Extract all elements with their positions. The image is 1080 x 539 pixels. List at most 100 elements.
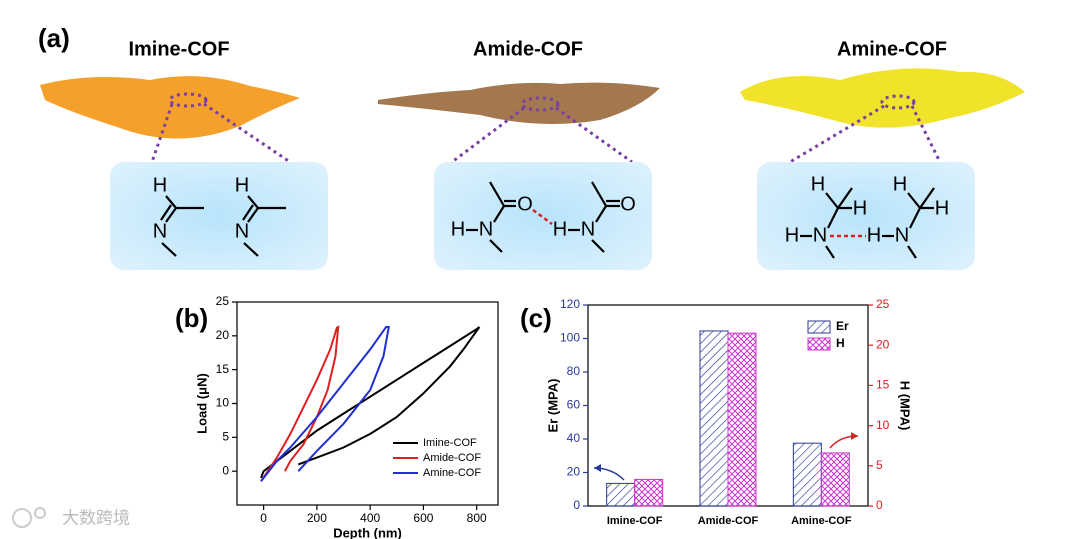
bond — [161, 242, 177, 257]
axis-arrow-head — [851, 432, 858, 440]
series-line — [260, 326, 481, 479]
bond — [160, 204, 172, 221]
bond — [591, 239, 605, 253]
bond — [247, 195, 259, 209]
bond — [825, 245, 835, 259]
bond — [247, 207, 259, 223]
y-axis-label: Load (μN) — [194, 373, 209, 434]
series-line — [260, 325, 340, 482]
atom-label: H — [867, 224, 881, 246]
atom-label: H — [811, 173, 825, 195]
panel-label: (a) — [38, 23, 70, 53]
atom-label: N — [479, 218, 493, 240]
bar — [792, 442, 822, 507]
legend-label: Er — [836, 319, 849, 333]
y-tick-label: 60 — [567, 398, 581, 412]
x-tick-label: Amine-COF — [791, 515, 852, 527]
x-tick-label: Amide-COF — [698, 515, 759, 527]
y-tick-label: 10 — [876, 418, 890, 432]
atom-label: H — [553, 218, 567, 240]
atom-label: H — [153, 174, 167, 196]
legend-label: H — [836, 336, 845, 350]
x-tick-label: 200 — [307, 511, 327, 525]
y2-axis-label: H (MPA) — [898, 381, 913, 431]
y-tick-label: 120 — [560, 297, 580, 311]
series-line — [260, 326, 390, 482]
y-tick-label: 20 — [876, 337, 890, 351]
sheet — [40, 76, 300, 139]
bond — [907, 245, 917, 259]
y-tick-label: 15 — [876, 378, 890, 392]
atom-label: O — [517, 193, 533, 215]
x-tick-label: 800 — [467, 511, 487, 525]
atom-label: H — [893, 173, 907, 195]
legend-label: Amide-COF — [423, 452, 481, 464]
bar — [606, 482, 636, 507]
atom-label: H — [451, 218, 465, 240]
y-tick-label: 20 — [216, 328, 230, 342]
bond — [242, 204, 254, 221]
hydrogen-bond — [532, 208, 553, 226]
structure-box — [434, 162, 652, 270]
zoom-line — [789, 104, 885, 164]
y-tick-label: 0 — [222, 463, 229, 477]
zoom-line — [451, 106, 525, 164]
bond — [907, 192, 921, 209]
bond — [493, 205, 505, 223]
panel-label: (b) — [175, 303, 208, 333]
bond — [595, 205, 607, 223]
watermark-logo — [12, 508, 32, 528]
sheet — [378, 82, 660, 124]
bar — [699, 330, 729, 507]
x-axis-label: Depth (nm) — [333, 525, 402, 539]
structure-box — [757, 162, 975, 270]
zoom-line — [203, 102, 291, 164]
zoom-ellipse — [520, 96, 560, 112]
y-tick-label: 5 — [876, 458, 883, 472]
y-tick-label: 20 — [567, 465, 581, 479]
panel-label: (c) — [520, 303, 552, 333]
bar — [634, 478, 664, 507]
bond — [919, 187, 935, 209]
bond — [489, 239, 503, 253]
y-tick-label: 40 — [567, 431, 581, 445]
y-tick-label: 10 — [216, 396, 230, 410]
bond — [591, 181, 607, 207]
x-tick-label: 600 — [413, 511, 433, 525]
watermark: 大数跨境 — [62, 508, 130, 527]
atom-label: H — [853, 197, 867, 219]
bar — [727, 332, 757, 507]
bar — [820, 452, 850, 507]
atom-label: N — [235, 220, 249, 242]
bond — [243, 242, 259, 257]
y-axis-label: Er (MPA) — [545, 379, 560, 433]
zoom-line — [150, 103, 174, 163]
bond — [165, 207, 177, 223]
zoom-line — [555, 106, 633, 164]
structure-box — [110, 162, 328, 270]
legend-swatch — [807, 337, 831, 351]
atom-label: N — [813, 224, 827, 246]
bond — [837, 187, 853, 209]
legend-label: Amine-COF — [423, 467, 481, 479]
atom-label: H — [935, 197, 949, 219]
atom-label: O — [620, 193, 636, 215]
y-tick-label: 0 — [573, 498, 580, 512]
y-tick-label: 5 — [222, 430, 229, 444]
bond — [825, 192, 839, 209]
y-tick-label: 80 — [567, 364, 581, 378]
x-tick-label: 0 — [260, 511, 267, 525]
y-tick-label: 25 — [876, 297, 890, 311]
y-tick-label: 0 — [876, 498, 883, 512]
y-tick-label: 15 — [216, 362, 230, 376]
x-tick-label: 400 — [360, 511, 380, 525]
x-tick-label: Imine-COF — [607, 515, 663, 527]
sheet — [740, 68, 1025, 128]
atom-label: H — [785, 224, 799, 246]
axis-arrow-head — [594, 464, 601, 472]
legend-label: Imine-COF — [423, 437, 477, 449]
structure-title: Amide-COF — [473, 38, 583, 60]
zoom-ellipse — [168, 92, 208, 108]
y-tick-label: 100 — [560, 331, 580, 345]
